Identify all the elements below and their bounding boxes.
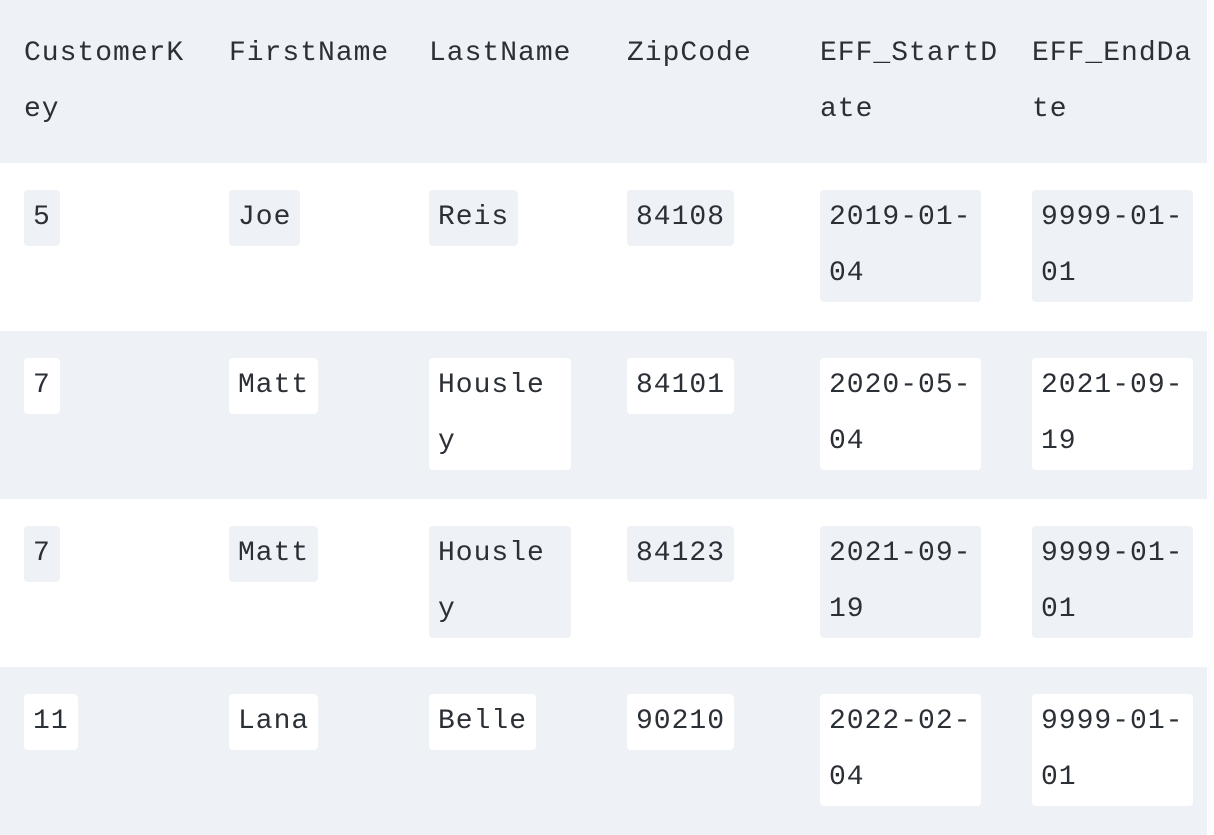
cell-zipcode: 90210 (603, 667, 796, 835)
cell-firstname: Matt (205, 499, 405, 667)
cell-eff-enddate: 9999-01-01 (1008, 163, 1207, 331)
cell-zipcode: 84108 (603, 163, 796, 331)
cell-lastname: Housley (405, 499, 603, 667)
header-eff-startdate: EFF_StartDate (796, 0, 1008, 163)
cell-customerkey: 11 (0, 667, 205, 835)
header-firstname: FirstName (205, 0, 405, 163)
cell-eff-enddate: 9999-01-01 (1008, 499, 1207, 667)
cell-eff-enddate: 2021-09-19 (1008, 331, 1207, 499)
cell-eff-startdate: 2021-09-19 (796, 499, 1008, 667)
cell-customerkey: 7 (0, 499, 205, 667)
header-zipcode: ZipCode (603, 0, 796, 163)
cell-zipcode: 84101 (603, 331, 796, 499)
header-lastname: LastName (405, 0, 603, 163)
cell-eff-enddate: 9999-01-01 (1008, 667, 1207, 835)
cell-customerkey: 7 (0, 331, 205, 499)
cell-firstname: Joe (205, 163, 405, 331)
cell-eff-startdate: 2019-01-04 (796, 163, 1008, 331)
cell-lastname: Belle (405, 667, 603, 835)
header-eff-enddate: EFF_EndDate (1008, 0, 1207, 163)
cell-eff-startdate: 2020-05-04 (796, 331, 1008, 499)
cell-lastname: Reis (405, 163, 603, 331)
cell-firstname: Lana (205, 667, 405, 835)
header-customerkey: CustomerKey (0, 0, 205, 163)
cell-firstname: Matt (205, 331, 405, 499)
cell-lastname: Housley (405, 331, 603, 499)
cell-zipcode: 84123 (603, 499, 796, 667)
cell-customerkey: 5 (0, 163, 205, 331)
cell-eff-startdate: 2022-02-04 (796, 667, 1008, 835)
